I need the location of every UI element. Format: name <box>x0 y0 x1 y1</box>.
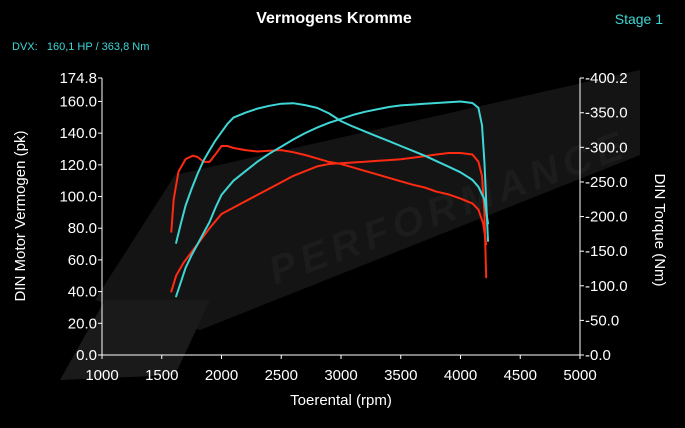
dvx-info-label: DVX: 160,1 HP / 363,8 Nm <box>12 41 149 53</box>
y-left-tick-label: 160.0 <box>59 93 97 110</box>
y-left-tick-label: 60.0 <box>68 252 97 269</box>
stage-label: Stage 1 <box>615 11 663 27</box>
x-tick-label: 1000 <box>85 367 118 384</box>
y-right-tick-label: -150.0 <box>585 243 628 260</box>
y-left-tick-label: 80.0 <box>68 220 97 237</box>
y-left-tick-label: 120.0 <box>59 157 97 174</box>
series-line-1 <box>170 145 488 246</box>
y-left-tick-label: 100.0 <box>59 189 97 206</box>
x-tick-label: 3000 <box>324 367 357 384</box>
y-left-tick-label: 40.0 <box>68 284 97 301</box>
chart-title: Vermogens Kromme <box>256 10 412 27</box>
y-left-tick-label: 174.8 <box>59 70 97 87</box>
x-tick-label: 3500 <box>384 367 417 384</box>
x-tick-label: 1500 <box>145 367 178 384</box>
series-line-0 <box>170 152 488 293</box>
y-right-axis-label: DIN Torque (Nm) <box>651 173 668 286</box>
y-left-tick-labels: 174.8 160.0 140.0 120.0 100.0 80.0 60.0 40.0 20.… <box>59 70 102 364</box>
x-axis-label: Toerental (rpm) <box>290 392 392 409</box>
y-right-tick-label: -350.0 <box>585 105 628 122</box>
y-right-tick-label: -300.0 <box>585 139 628 156</box>
y-right-tick-label: -250.0 <box>585 174 628 191</box>
y-left-tick-label: 140.0 <box>59 125 97 142</box>
x-tick-labels: 1000 1500 2000 2500 3000 3500 4000 4500 5000 <box>85 355 597 384</box>
y-right-tick-label: -50.0 <box>585 312 619 329</box>
y-right-tick-label: -100.0 <box>585 278 628 295</box>
x-tick-label: 4500 <box>504 367 537 384</box>
y-right-tick-label: -0.0 <box>585 347 611 364</box>
x-tick-label: 5000 <box>563 367 596 384</box>
y-left-tick-label: 0.0 <box>76 347 97 364</box>
y-left-axis-label: DIN Motor Vermogen (pk) <box>12 131 29 302</box>
y-right-tick-labels: -400.2 -350.0 -300.0 -250.0 -200.0 -150.0 -100… <box>580 70 628 364</box>
y-left-tick-label: 20.0 <box>68 315 97 332</box>
x-tick-label: 2500 <box>265 367 298 384</box>
series-line-2 <box>175 100 489 298</box>
y-right-tick-label: -400.2 <box>585 70 628 87</box>
x-tick-label: 4000 <box>444 367 477 384</box>
y-right-tick-label: -200.0 <box>585 209 628 226</box>
series-layer <box>170 100 489 298</box>
series-line-3 <box>175 102 489 244</box>
x-tick-label: 2000 <box>205 367 238 384</box>
